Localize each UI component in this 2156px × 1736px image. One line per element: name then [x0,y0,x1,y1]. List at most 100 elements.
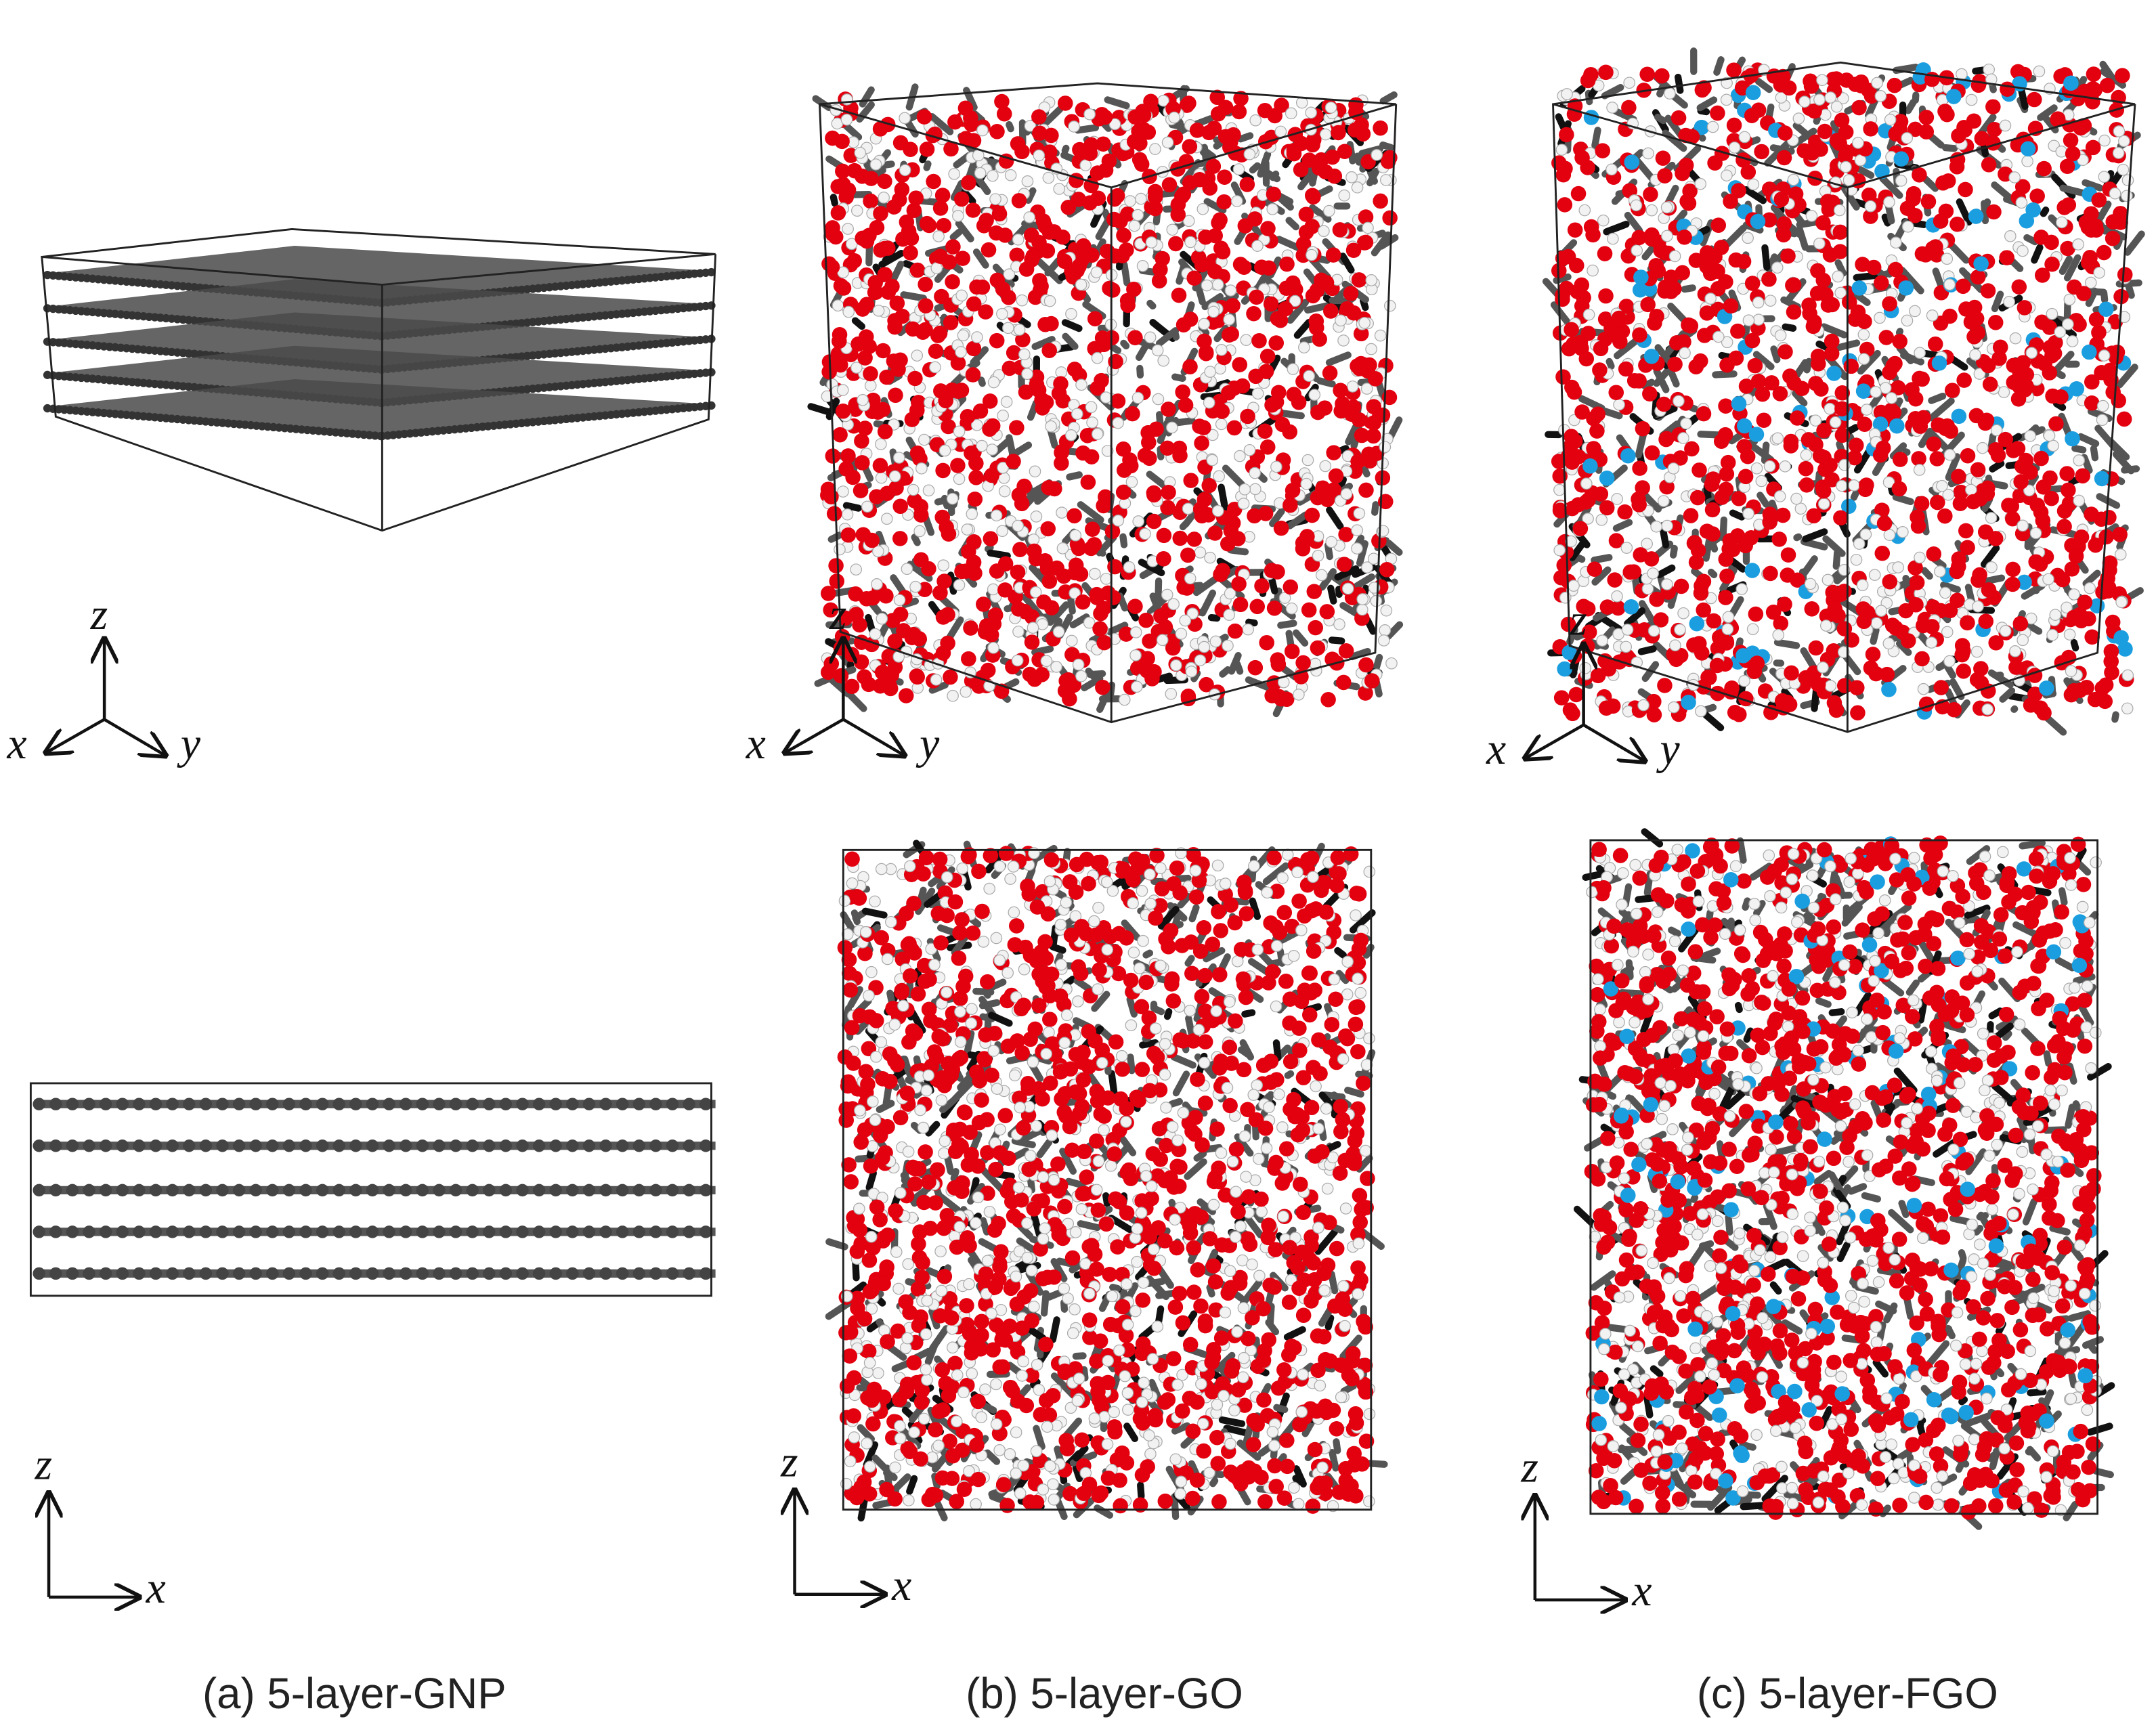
atom [1745,85,1761,101]
atom [1186,531,1203,547]
carbon-atom [376,431,385,441]
carbon-bond [1897,77,1914,89]
carbon-bond [1696,96,1718,112]
carbon-atom [399,1098,412,1110]
atom [1115,441,1131,457]
carbon-bond [984,544,994,553]
carbon-bond [1591,554,1613,564]
atom [2084,276,2097,289]
atom [1308,389,1321,402]
carbon-bond [2031,244,2044,264]
atom [1553,483,1566,496]
atom [1918,124,1935,139]
carbon-atom [99,1098,112,1110]
atom [1840,160,1852,173]
atom [1365,274,1378,286]
atom [1951,128,1966,144]
atom [1299,529,1315,544]
atom [1266,186,1282,202]
atom [1641,582,1654,595]
atom [1170,659,1182,672]
atom [987,376,1000,389]
atom [1654,68,1670,84]
carbon-bond [1832,549,1841,570]
carbon-atom [433,1184,446,1197]
carbon-bond [1249,162,1262,174]
atom [2056,200,2072,215]
atom [832,299,844,312]
atom [1820,297,1836,313]
atom [1842,174,1855,186]
atom [1886,405,1902,420]
atom [1968,209,1984,224]
atom [1222,639,1234,652]
atom [908,190,924,206]
atom [1980,283,1996,299]
atom [1298,341,1310,353]
atom [939,444,951,457]
atom [861,500,874,513]
atom [829,573,845,589]
atom [1643,349,1660,364]
atom [1251,332,1267,349]
atom [1196,333,1212,349]
atom [1146,487,1162,503]
atom [934,288,949,305]
carbon-bond [947,571,957,595]
atom [961,651,976,667]
atom [1887,355,1903,372]
atom [1983,63,1995,76]
atom [1870,617,1883,630]
atom [845,469,861,485]
atom [1679,347,1691,360]
atom [1174,188,1190,204]
atom [1815,483,1832,499]
atom [1139,663,1155,678]
carbon-atom [316,1140,329,1152]
atom [1124,195,1136,207]
atom [1914,496,1930,512]
atom [989,332,1005,349]
carbon-bond [1277,620,1297,629]
atom [1892,452,1908,467]
carbon-atom [66,1225,79,1238]
atom [1131,391,1144,404]
atom [2098,171,2111,183]
atom [1606,102,1618,114]
atom [1860,404,1873,416]
atom [1777,125,1793,141]
atom [1209,635,1222,648]
carbon-atom [133,1184,146,1197]
carbon-bond [827,676,852,698]
atom [1247,659,1264,676]
atom [1055,229,1071,245]
atom [1882,296,1897,311]
atom [873,206,888,221]
atom [1941,253,1954,265]
atom [1608,327,1624,343]
atom [913,525,926,538]
atom [1952,496,1968,512]
atom [1810,676,1826,693]
atom [938,393,953,409]
atom [2085,139,2101,156]
atom [1119,292,1136,309]
atom [832,326,848,343]
atom [894,181,910,198]
atom [1553,569,1569,586]
atom [1333,403,1349,419]
carbon-bond [1989,460,2005,473]
atom [1012,626,1025,638]
carbon-bond [1273,587,1282,605]
atom [1710,105,1725,121]
carbon-bond [1327,584,1337,605]
atom [1287,282,1303,297]
atom [1012,519,1025,532]
atom [1806,508,1822,524]
atom [1623,77,1636,89]
atom [1018,384,1034,400]
atom [1027,622,1039,634]
carbon-atom [632,1140,646,1152]
atom [1194,654,1207,667]
atom [1319,128,1332,141]
